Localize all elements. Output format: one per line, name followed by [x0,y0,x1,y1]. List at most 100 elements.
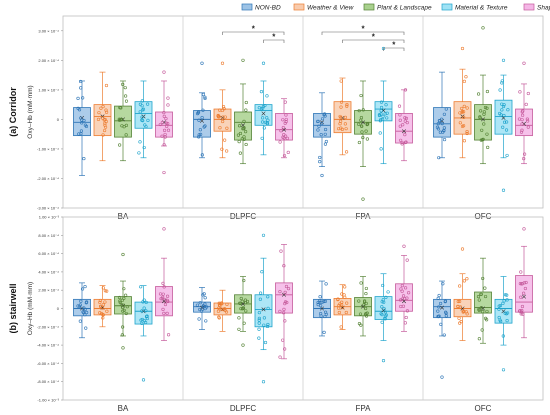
data-point [380,117,385,122]
data-point [237,124,242,128]
outlier-point [261,380,266,384]
box-plot [374,46,393,165]
data-point [118,106,122,110]
data-point [200,116,204,120]
data-point [101,313,105,317]
box-mean-marker [261,111,266,116]
data-point [381,283,385,288]
bracket-line [321,31,405,35]
data-point [123,86,127,90]
data-point [284,134,288,138]
data-point [278,140,282,144]
data-point [500,79,504,83]
data-point [140,104,144,108]
data-point [403,119,407,123]
bracket-line [222,31,285,35]
data-point [144,125,148,129]
data-point [164,117,168,121]
data-point [520,282,524,286]
data-point [520,304,525,309]
data-point [521,312,525,316]
data-point [339,100,344,104]
data-point [522,157,526,161]
y-tick-label: 8.00 × 10⁻⁴ [38,233,59,238]
box-iqr [93,104,112,137]
outlier-point [460,46,465,51]
y-tick-label: 1.00 × 10⁻³ [39,215,60,220]
data-point [343,285,347,289]
data-point [318,160,322,164]
legend-label: Weather & View [307,5,355,12]
data-point [124,293,128,297]
box-plot [374,273,393,363]
data-point [460,110,464,115]
data-point [343,122,347,126]
data-point [144,309,148,313]
data-point [442,137,447,142]
data-point [501,334,505,338]
box-iqr [254,104,273,126]
data-point [316,300,320,305]
data-point [120,117,124,122]
data-point [362,299,367,303]
box-mean-marker [381,308,386,313]
data-point [458,284,462,288]
data-point [344,150,349,154]
box-plot [193,287,211,330]
data-point [465,131,469,136]
data-point [125,305,129,309]
data-point [384,295,388,299]
data-point [500,81,504,85]
data-point [436,296,440,300]
data-point [383,310,388,314]
data-point [337,310,341,315]
data-point [283,347,287,351]
data-point [96,117,101,121]
data-point [379,109,383,113]
box-plot [515,227,533,339]
data-point [203,95,207,99]
data-point [284,284,289,289]
data-point [404,140,408,144]
data-point [319,312,323,316]
data-point [217,315,221,319]
data-point [81,96,85,100]
data-point [384,103,388,107]
y-axis-label: Oxy–Hb (mM·mm) [27,85,34,138]
data-point [337,127,341,131]
data-point [284,113,288,117]
outlier-point [381,359,386,363]
data-point [82,311,86,315]
data-point [365,311,369,315]
data-point [399,304,403,309]
data-point [83,284,87,289]
data-point [166,96,170,100]
box-mean-marker [199,118,205,123]
data-point [257,106,261,110]
data-point [166,128,171,132]
data-point [398,298,403,302]
data-point [139,318,143,322]
data-point [479,138,483,142]
data-point [322,330,326,334]
data-point [263,340,268,345]
data-point [103,117,107,122]
significance-star: * [361,25,365,34]
data-point [485,309,489,314]
data-point [165,311,169,315]
data-point [162,143,166,147]
data-point [498,111,502,116]
data-point [196,111,200,115]
data-point [403,286,408,290]
box-plot [354,276,372,337]
significance-bracket: * [263,33,285,43]
box-plot [234,276,252,347]
data-point [141,300,145,304]
data-point [442,112,446,116]
data-point [242,126,246,130]
legend-item: Plant & Landscape [363,3,432,12]
data-point [266,295,270,299]
data-point [98,298,102,303]
data-point [237,327,241,331]
significance-star: * [392,41,396,50]
